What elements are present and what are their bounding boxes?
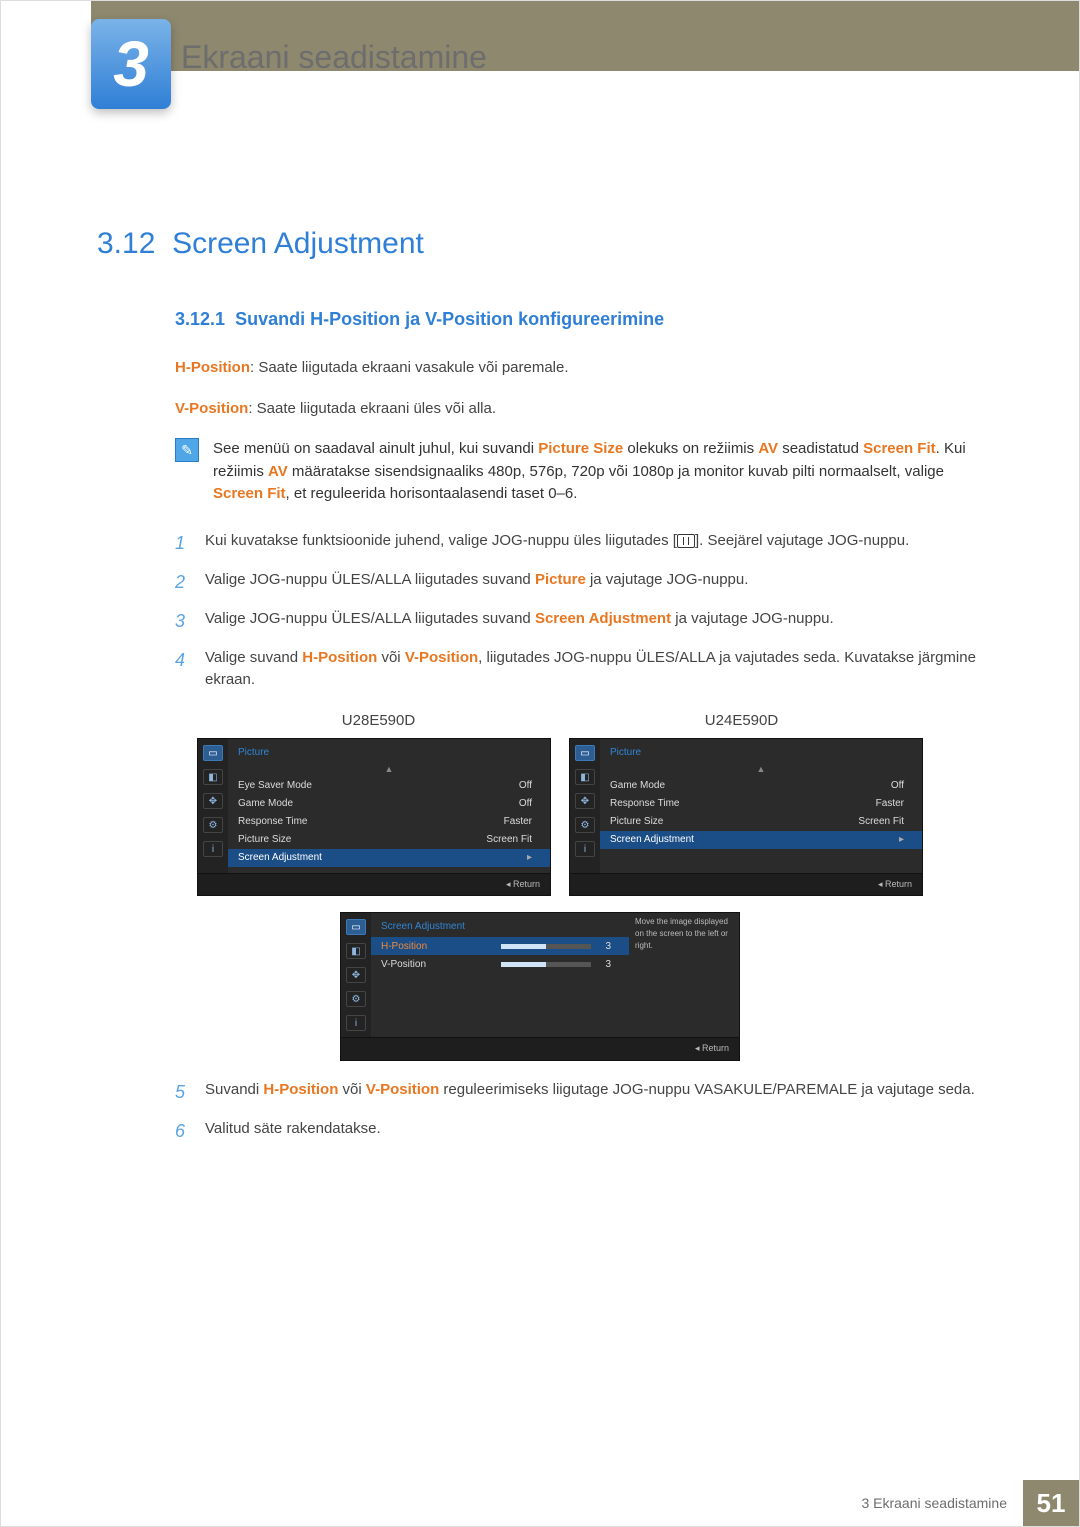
- osd-sidebar: ▭ ◧ ✥ ⚙ i: [198, 739, 228, 873]
- definition-h: H-Position: Saate liigutada ekraani vasa…: [175, 357, 983, 380]
- step-5: 5 Suvandi H-Position või V-Position regu…: [175, 1079, 983, 1106]
- note-text: See menüü on saadaval ainult juhul, kui …: [213, 438, 983, 506]
- display-icon: ✥: [575, 793, 595, 809]
- osd-picture-left: ▭ ◧ ✥ ⚙ i Picture ▲ Eye Saver ModeOff Ga…: [197, 738, 551, 896]
- footer-crumb: 3 Ekraani seadistamine: [845, 1480, 1023, 1526]
- display-icon: ✥: [346, 967, 366, 983]
- chevron-right-icon: ▸: [899, 832, 904, 847]
- osd-return: ◂ Return: [341, 1037, 739, 1060]
- footer: 3 Ekraani seadistamine 51: [1, 1480, 1079, 1526]
- subsection-title: 3.12.1 Suvandi H-Position ja V-Position …: [175, 306, 983, 333]
- h-position-value: 3: [605, 939, 611, 954]
- chapter-title: Ekraani seadistamine: [181, 33, 487, 81]
- step-1: 1 Kui kuvatakse funktsioonide juhend, va…: [175, 530, 983, 557]
- h-position-slider: [501, 944, 591, 949]
- osd-picture-right: ▭ ◧ ✥ ⚙ i Picture ▲ Game ModeOff Respons…: [569, 738, 923, 896]
- settings-icon: ⚙: [203, 817, 223, 833]
- h-position-label: H-Position: [381, 939, 427, 954]
- osd-return: ◂ Return: [570, 873, 922, 896]
- chapter-number: 3: [113, 32, 149, 96]
- osd-sidebar: ▭ ◧ ✥ ⚙ i: [341, 913, 371, 1037]
- note: See menüü on saadaval ainult juhul, kui …: [175, 438, 983, 506]
- osd-title: Picture: [600, 739, 922, 763]
- pip-icon: ◧: [346, 943, 366, 959]
- pip-icon: ◧: [575, 769, 595, 785]
- model-right: U24E590D: [705, 710, 778, 733]
- note-icon: [175, 438, 199, 462]
- v-position-label: V-Position: [381, 957, 426, 972]
- chapter-badge: 3: [91, 19, 171, 109]
- settings-icon: ⚙: [575, 817, 595, 833]
- definition-v: V-Position: Saate liigutada ekraani üles…: [175, 398, 983, 421]
- model-labels: U28E590D U24E590D: [197, 710, 923, 733]
- v-position-slider: [501, 962, 591, 967]
- osd-title: Screen Adjustment: [371, 913, 629, 937]
- display-icon: ✥: [203, 793, 223, 809]
- picture-icon: ▭: [346, 919, 366, 935]
- step-2: 2 Valige JOG-nuppu ÜLES/ALLA liigutades …: [175, 569, 983, 596]
- picture-icon: ▭: [575, 745, 595, 761]
- osd-sidebar: ▭ ◧ ✥ ⚙ i: [570, 739, 600, 873]
- menu-icon: [677, 534, 695, 548]
- info-icon: i: [575, 841, 595, 857]
- osd-hint: Move the image displayed on the screen t…: [629, 913, 739, 973]
- info-icon: i: [203, 841, 223, 857]
- chevron-right-icon: ▸: [527, 850, 532, 865]
- section-title: 3.12 Screen Adjustment: [97, 221, 983, 266]
- picture-icon: ▭: [203, 745, 223, 761]
- info-icon: i: [346, 1015, 366, 1031]
- osd-screen-adjustment: ▭ ◧ ✥ ⚙ i Screen Adjustment H-Position: [340, 912, 740, 1061]
- osd-return: ◂ Return: [198, 873, 550, 896]
- step-3: 3 Valige JOG-nuppu ÜLES/ALLA liigutades …: [175, 608, 983, 635]
- step-4: 4 Valige suvand H-Position või V-Positio…: [175, 647, 983, 692]
- step-6: 6 Valitud säte rakendatakse.: [175, 1118, 983, 1145]
- settings-icon: ⚙: [346, 991, 366, 1007]
- pip-icon: ◧: [203, 769, 223, 785]
- osd-title: Picture: [228, 739, 550, 763]
- v-position-value: 3: [605, 957, 611, 972]
- page-number: 51: [1023, 1480, 1079, 1526]
- model-left: U28E590D: [342, 710, 415, 733]
